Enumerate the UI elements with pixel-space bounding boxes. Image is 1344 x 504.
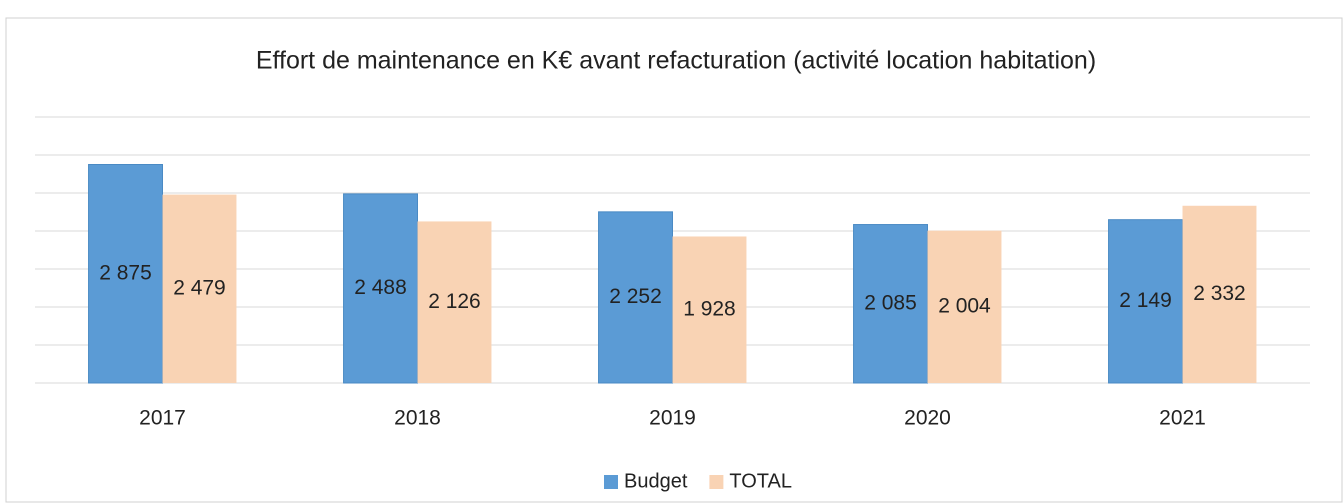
chart-title: Effort de maintenance en K€ avant refact… [256,47,1096,75]
bar [88,164,163,384]
data-label: 2 149 [1119,289,1172,312]
legend-swatch [709,475,724,489]
data-label: 2 252 [609,285,662,308]
bar [417,221,492,383]
data-label: 2 488 [354,276,407,299]
bar [672,236,747,383]
data-label: 2 004 [938,294,991,317]
bar [343,193,418,384]
legend-label: TOTAL [729,470,792,492]
data-label: 2 332 [1193,282,1246,305]
bar [927,230,1002,383]
data-label: 2 479 [173,276,226,299]
x-tick-label: 2017 [139,407,186,430]
legend-label: Budget [624,470,688,492]
x-tick-label: 2019 [649,407,696,430]
x-tick-label: 2018 [394,407,441,430]
x-tick-label: 2021 [1159,407,1206,430]
bar [1182,205,1257,383]
x-tick-label: 2020 [904,407,951,430]
data-label: 2 875 [99,261,152,284]
legend-swatch [604,475,618,489]
data-label: 2 126 [428,290,481,313]
bar [162,194,237,383]
data-label: 2 085 [864,291,917,314]
data-label: 1 928 [683,297,736,320]
bar [1108,219,1184,384]
